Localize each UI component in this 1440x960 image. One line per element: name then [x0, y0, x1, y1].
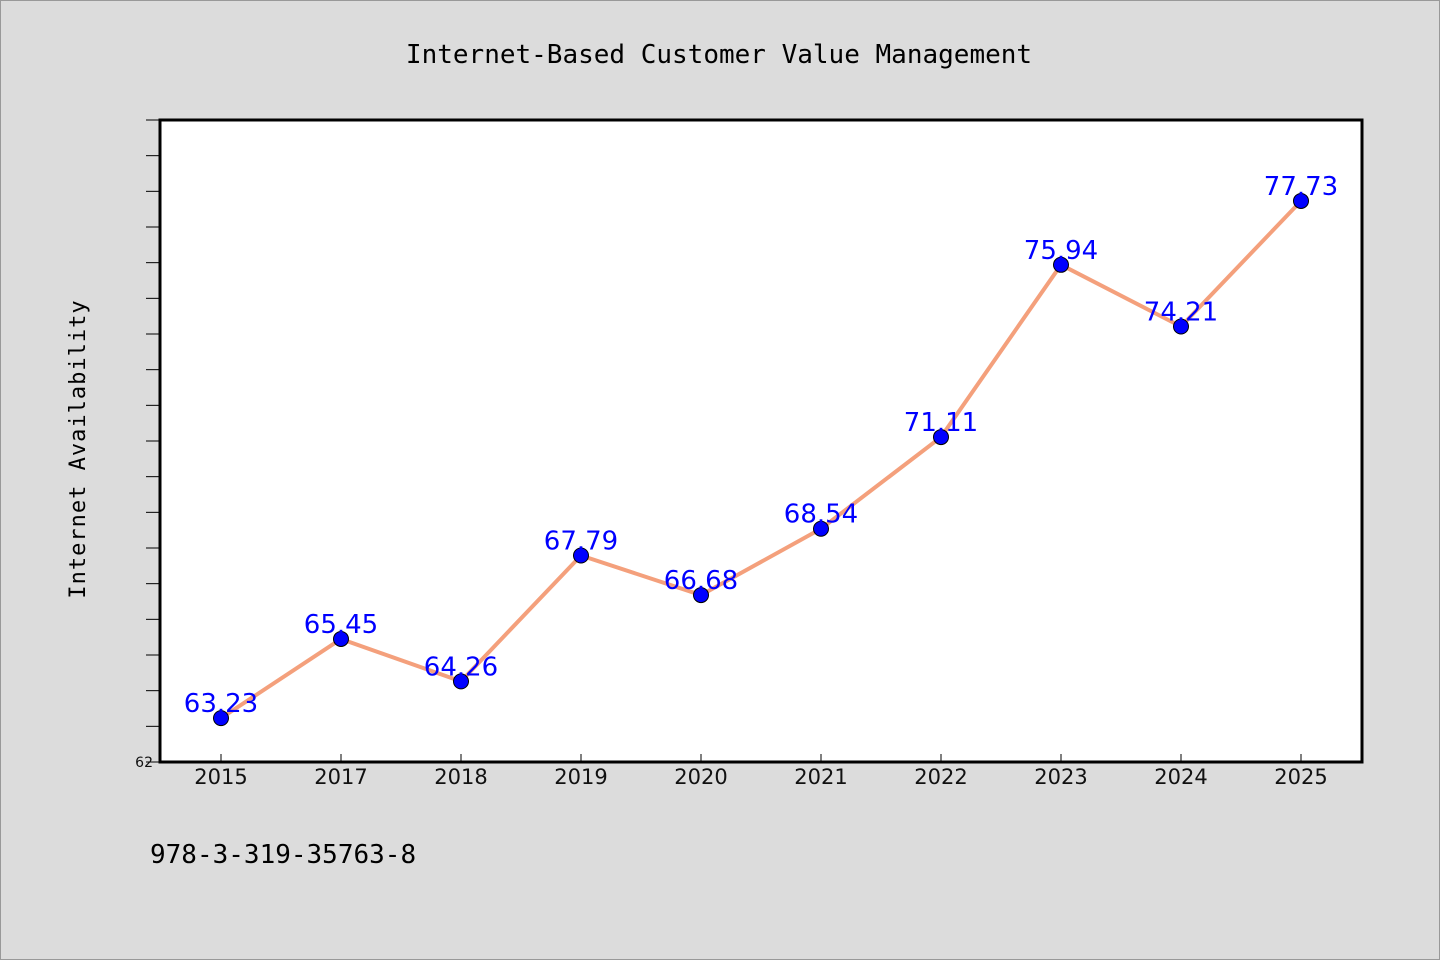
data-point — [333, 630, 349, 647]
data-labels: 63.23 65.45 64.26 67.79 66.68 68.54 71.11 75.94… — [184, 172, 1338, 719]
data-label: 63.23 — [184, 689, 258, 719]
x-tick-label: 2022 — [914, 765, 967, 789]
data-point — [213, 710, 229, 727]
x-tick-label: 2015 — [194, 765, 247, 789]
plot-area — [158, 118, 1364, 764]
series-line-group — [219, 198, 1303, 721]
x-tick-label: 2023 — [1034, 765, 1087, 789]
data-label: 75.94 — [1024, 236, 1098, 266]
data-label: 77.73 — [1264, 172, 1338, 202]
chart-title: Internet-Based Customer Value Management — [406, 40, 1032, 70]
data-label: 64.26 — [424, 652, 498, 682]
data-label: 71.11 — [904, 408, 978, 438]
data-point — [933, 429, 949, 446]
series-line — [219, 198, 1303, 721]
footer-isbn: 978-3-319-35763-8 — [150, 840, 416, 870]
data-markers — [213, 192, 1309, 727]
data-point — [573, 547, 589, 564]
data-point — [1053, 256, 1069, 273]
data-point — [693, 587, 709, 604]
y-axis-ticks: 62 — [135, 119, 160, 771]
x-tick-label: 2025 — [1274, 765, 1327, 789]
data-label: 67.79 — [544, 526, 618, 556]
data-label: 74.21 — [1144, 298, 1218, 328]
x-tick-label: 2019 — [554, 765, 607, 789]
x-tick-label: 2024 — [1154, 765, 1207, 789]
data-point — [453, 673, 469, 690]
data-label: 65.45 — [304, 610, 378, 640]
x-tick-label: 2021 — [794, 765, 847, 789]
x-axis-ticks: 2015 2017 2018 2019 2020 2021 2022 2023 2024 2025 — [194, 754, 1328, 789]
x-tick-label: 2020 — [674, 765, 727, 789]
data-point — [813, 520, 829, 537]
x-tick-label: 2018 — [434, 765, 487, 789]
y-tick-label: 62 — [135, 755, 153, 771]
data-label: 68.54 — [784, 500, 858, 530]
data-label: 66.68 — [664, 566, 738, 596]
data-point — [1293, 192, 1309, 209]
data-point — [1173, 318, 1189, 335]
x-tick-label: 2017 — [314, 765, 367, 789]
y-axis-label: Internet Availability — [66, 299, 91, 598]
